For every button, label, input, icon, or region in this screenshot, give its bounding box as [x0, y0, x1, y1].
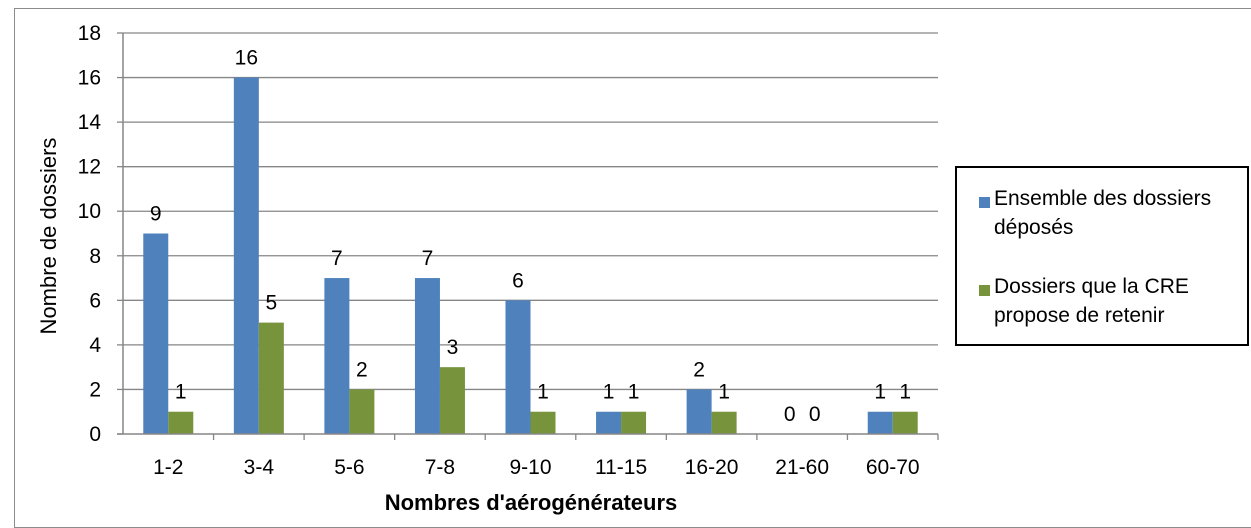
bar-series-2	[530, 411, 556, 434]
x-tick-label: 21-60	[775, 456, 829, 479]
bar-series-1	[233, 77, 259, 435]
x-tick-label: 1-2	[153, 456, 183, 479]
x-axis-title: Nombres d'aérogénérateurs	[385, 490, 678, 515]
y-tick-label: 14	[78, 111, 102, 134]
legend-item-series-2: Dossiers que la CRE propose de retenir	[979, 272, 1234, 330]
data-label-series-2: 1	[537, 381, 549, 404]
bar-series-2	[711, 411, 737, 434]
data-label-series-2: 2	[356, 358, 368, 381]
x-tick-label: 11-15	[595, 456, 647, 479]
data-label-series-1: 9	[150, 203, 162, 226]
data-label-series-1: 6	[512, 269, 524, 292]
x-tick-label: 5-6	[334, 456, 364, 479]
x-tick-label: 3-4	[244, 456, 275, 479]
bar-series-1	[867, 411, 893, 434]
bar-series-2	[892, 411, 918, 434]
data-label-series-1: 1	[874, 381, 886, 404]
bar-series-2	[258, 322, 284, 434]
legend-swatch-series-2	[979, 285, 990, 296]
bar-series-2	[621, 411, 647, 434]
data-label-series-1: 1	[603, 381, 615, 404]
data-label-series-2: 3	[447, 336, 459, 359]
y-tick-label: 18	[78, 22, 101, 45]
data-label-series-2: 1	[718, 381, 730, 404]
legend: Ensemble des dossiers déposés Dossiers q…	[955, 166, 1249, 346]
y-axis-title: Nombre de dossiers	[36, 138, 61, 335]
x-tick-labels: 1-2 3-4 5-6 7-8 9-10 11-15 16-20 21-60 60-70	[153, 456, 919, 479]
bar-series-1	[596, 411, 622, 434]
y-tick-label: 10	[78, 200, 101, 223]
data-label-series-1: 7	[331, 247, 343, 270]
legend-label-series-1: Ensemble des dossiers déposés	[994, 187, 1212, 239]
data-label-series-1: 7	[422, 247, 434, 270]
bar-series-1	[324, 278, 350, 434]
bar-series-2	[439, 367, 465, 434]
y-tick-label: 4	[89, 334, 101, 357]
bar-series-1	[414, 278, 440, 434]
legend-item-series-1: Ensemble des dossiers déposés	[979, 184, 1234, 242]
data-label-series-2: 5	[265, 292, 277, 315]
y-tick-label: 6	[89, 289, 101, 312]
x-tick-label: 7-8	[425, 456, 455, 479]
data-label-series-1: 2	[693, 358, 705, 381]
bar-series-2	[349, 389, 375, 434]
legend-swatch-series-1	[979, 197, 990, 208]
x-tick-label: 9-10	[509, 456, 551, 479]
bar-series-1	[505, 300, 531, 434]
y-tick-label: 16	[78, 67, 101, 90]
bar-series-1	[686, 389, 712, 434]
data-label-series-2: 0	[809, 403, 821, 426]
data-label-series-2: 1	[175, 381, 187, 404]
bar-series-2	[168, 411, 194, 434]
y-tick-labels: 0 2 4 6 8 10 12 14 16 18	[78, 22, 102, 446]
bars	[143, 77, 918, 435]
y-tick-label: 8	[89, 245, 101, 268]
x-tick-label: 16-20	[685, 456, 739, 479]
bar-series-1	[143, 233, 169, 434]
data-label-series-2: 1	[628, 381, 640, 404]
data-label-series-1: 16	[235, 47, 258, 70]
legend-label-series-2: Dossiers que la CRE propose de retenir	[994, 275, 1189, 327]
data-label-series-1: 0	[784, 403, 796, 426]
y-tick-label: 0	[89, 423, 101, 446]
x-tick-label: 60-70	[866, 456, 920, 479]
y-tick-label: 12	[78, 156, 101, 179]
data-label-series-2: 1	[899, 381, 911, 404]
y-tick-label: 2	[89, 378, 101, 401]
